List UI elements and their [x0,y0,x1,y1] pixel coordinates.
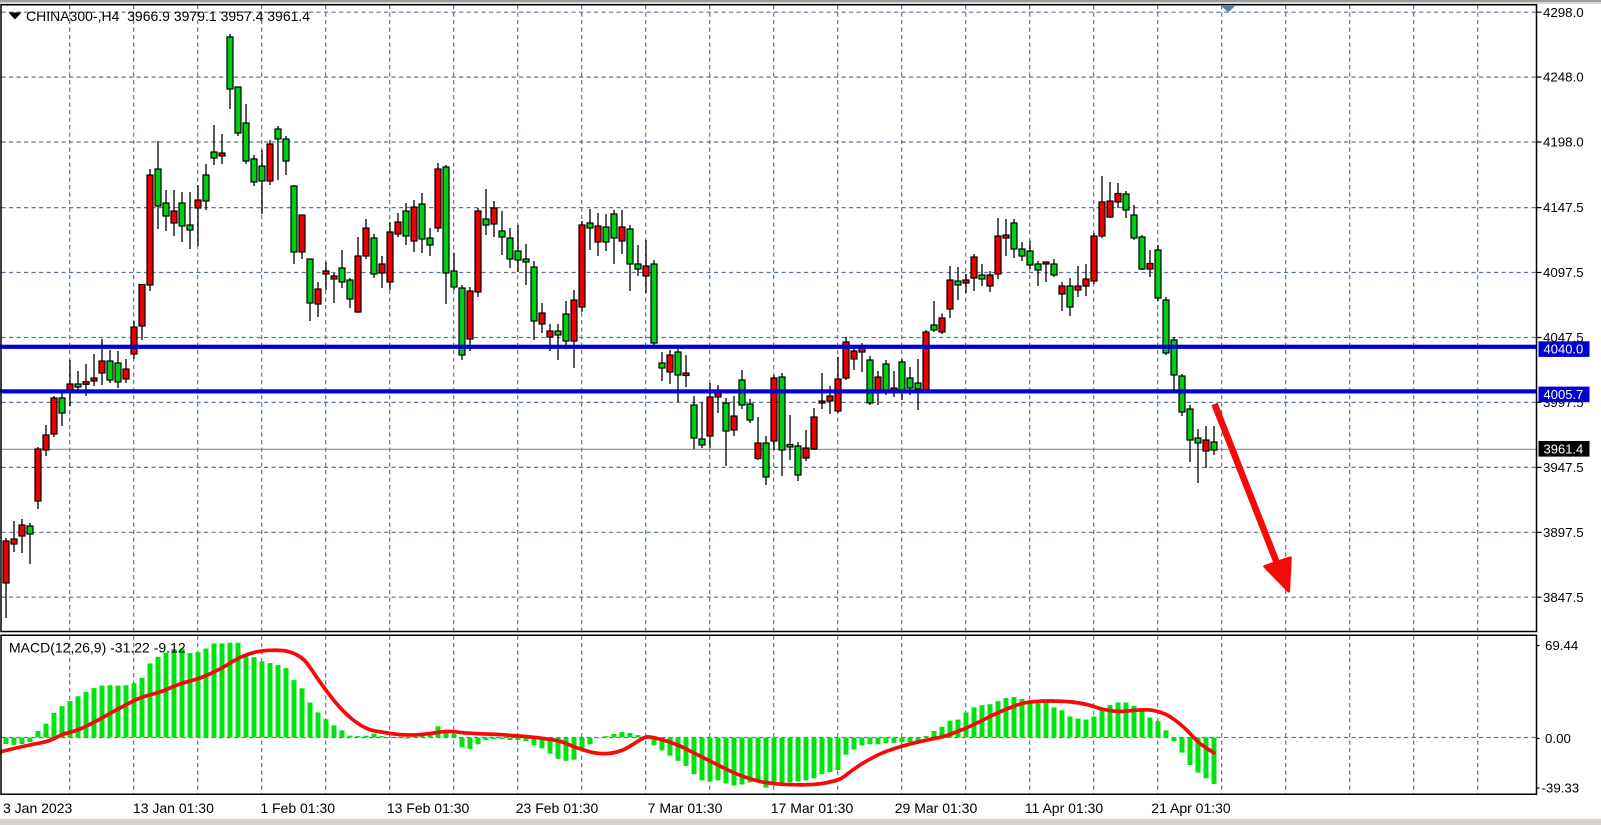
svg-text:13 Feb 01:30: 13 Feb 01:30 [387,800,470,816]
svg-text:29 Mar 01:30: 29 Mar 01:30 [895,800,978,816]
svg-text:17 Mar 01:30: 17 Mar 01:30 [771,800,854,816]
svg-text:23 Feb 01:30: 23 Feb 01:30 [516,800,599,816]
svg-text:4248.0: 4248.0 [1543,70,1584,85]
svg-text:69.44: 69.44 [1545,638,1578,653]
svg-text:3947.5: 3947.5 [1543,460,1584,475]
svg-text:21 Apr 01:30: 21 Apr 01:30 [1151,800,1231,816]
svg-text:7 Mar 01:30: 7 Mar 01:30 [648,800,723,816]
svg-text:3961.4: 3961.4 [1544,441,1584,456]
svg-text:CHINA300-,H4 3966.9 3979.1 39: CHINA300-,H4 3966.9 3979.1 3957.4 3961.4 [26,8,310,24]
svg-text:1 Feb 01:30: 1 Feb 01:30 [260,800,335,816]
svg-text:4005.7: 4005.7 [1544,387,1584,402]
svg-text:13 Jan 01:30: 13 Jan 01:30 [133,800,214,816]
svg-text:4097.5: 4097.5 [1543,265,1584,280]
svg-text:MACD(12,26,9) -31.22 -9.12: MACD(12,26,9) -31.22 -9.12 [9,640,186,656]
svg-text:4198.0: 4198.0 [1543,135,1584,150]
svg-text:4147.5: 4147.5 [1543,200,1584,215]
svg-text:0.00: 0.00 [1545,731,1571,746]
svg-text:11 Apr 01:30: 11 Apr 01:30 [1025,800,1104,816]
svg-text:4040.0: 4040.0 [1544,342,1584,357]
svg-text:3 Jan 2023: 3 Jan 2023 [3,800,72,816]
svg-text:3847.5: 3847.5 [1543,590,1584,605]
svg-text:-39.33: -39.33 [1542,781,1580,796]
svg-text:4298.0: 4298.0 [1543,5,1584,20]
svg-text:3897.5: 3897.5 [1543,525,1584,540]
